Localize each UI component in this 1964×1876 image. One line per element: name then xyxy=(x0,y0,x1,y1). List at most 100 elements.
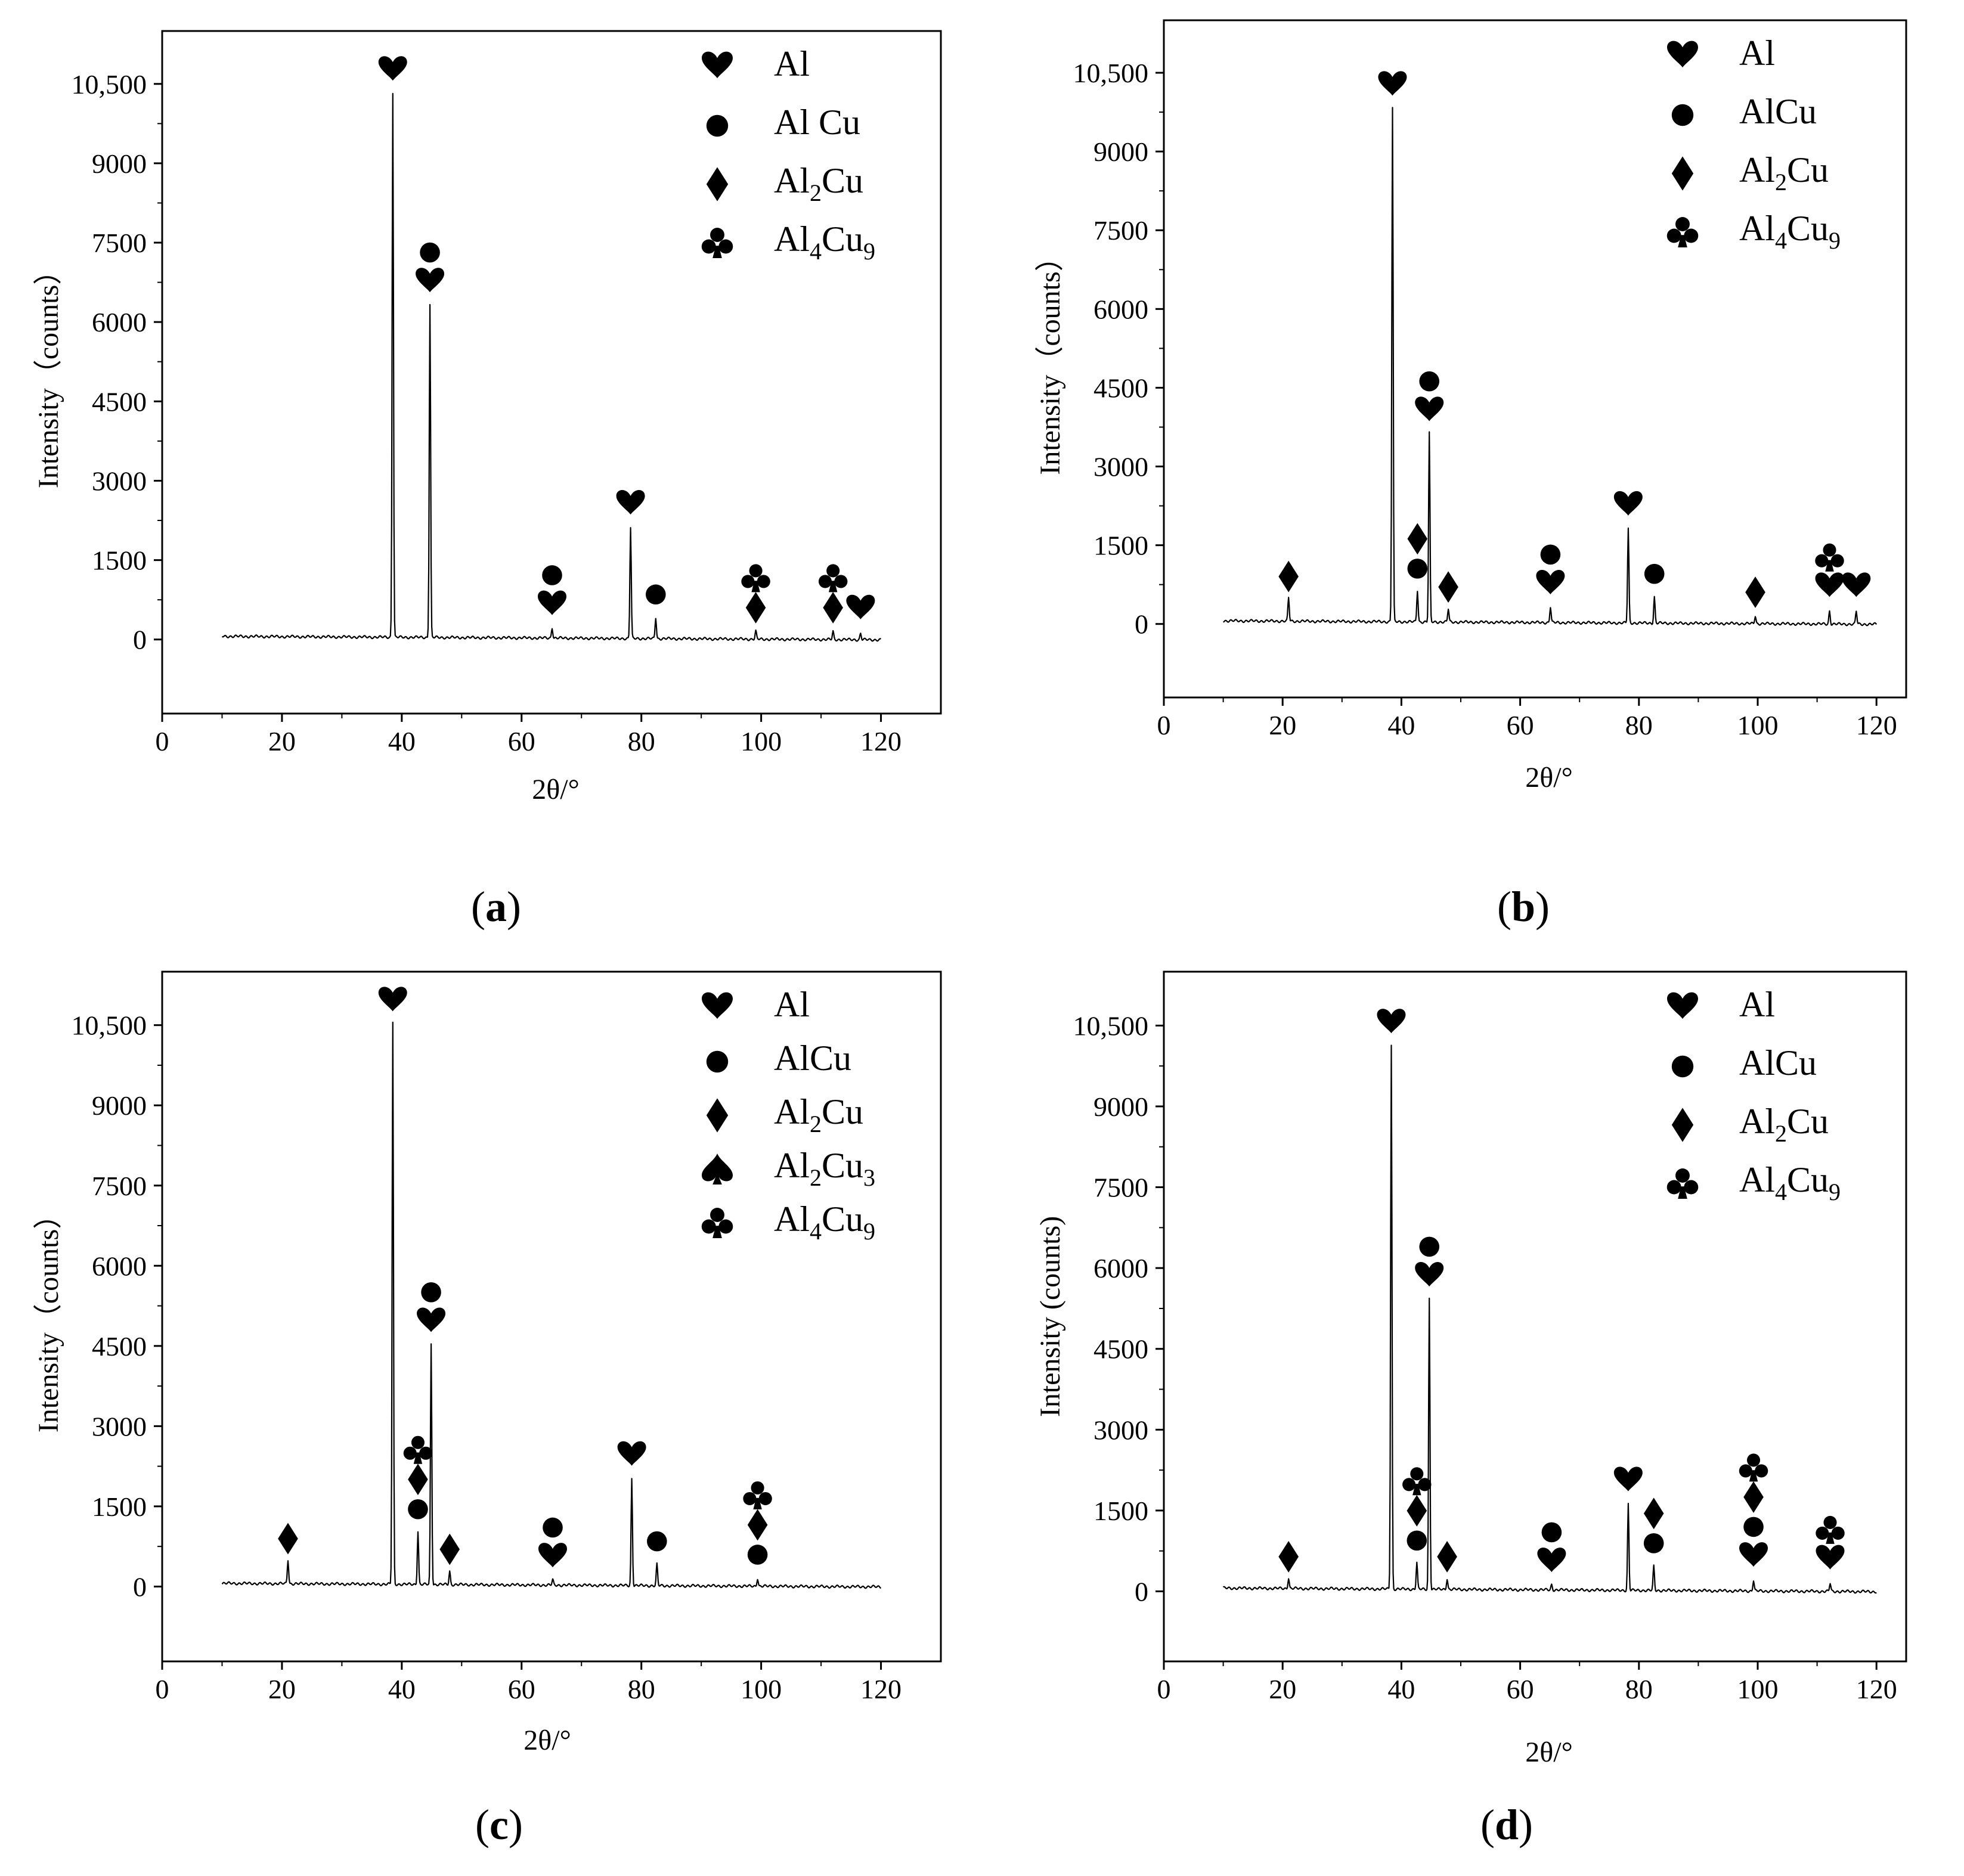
x-tick-label: 100 xyxy=(741,1674,782,1704)
x-tick-label: 60 xyxy=(1507,710,1534,740)
club-icon xyxy=(1816,1515,1845,1544)
diamond-icon xyxy=(1671,1108,1694,1142)
peak-marker-group xyxy=(743,1481,772,1565)
diamond-icon xyxy=(1745,576,1765,608)
x-axis-label: 2θ/° xyxy=(1525,762,1573,793)
y-tick-label: 4500 xyxy=(1093,1334,1148,1365)
y-tick-label: 10,500 xyxy=(72,1010,147,1041)
peak-marker-group xyxy=(1537,1522,1566,1573)
y-tick-label: 7500 xyxy=(1093,215,1148,246)
plot-frame xyxy=(1163,970,1907,1663)
legend-label: Al4Cu9 xyxy=(1739,209,1841,254)
x-axis-label: 2θ/° xyxy=(532,774,580,805)
y-tick-label: 0 xyxy=(1135,609,1148,640)
peak-marker-group xyxy=(1536,544,1565,595)
peak-marker-group xyxy=(1378,71,1407,96)
y-axis-label: Intensity（counts） xyxy=(1034,243,1066,475)
club-icon xyxy=(818,564,848,593)
legend-label: Al xyxy=(774,44,810,83)
peak-marker-group xyxy=(846,594,875,619)
heart-icon xyxy=(1377,1009,1406,1034)
legend-label: Al2Cu xyxy=(774,161,863,206)
heart-icon xyxy=(702,992,733,1019)
dot-icon xyxy=(706,1050,729,1073)
y-tick-label: 6000 xyxy=(92,307,147,337)
dot-icon xyxy=(421,1282,441,1303)
y-axis-label: Intensity (counts) xyxy=(1034,1216,1066,1417)
legend-label: Al2Cu xyxy=(1739,150,1829,196)
club-icon xyxy=(741,564,770,593)
club-icon xyxy=(1666,1168,1699,1199)
diamond-icon xyxy=(1437,1541,1457,1573)
diamond-icon xyxy=(1407,1494,1427,1527)
dot-icon xyxy=(408,1499,428,1520)
dot-icon xyxy=(1540,544,1561,565)
peak-marker-group xyxy=(1815,543,1844,597)
y-tick-label: 6000 xyxy=(1093,294,1148,324)
y-tick-label: 10,500 xyxy=(1073,58,1149,88)
xrd-pattern-line xyxy=(1223,107,1878,627)
peak-marker-group xyxy=(1415,371,1444,421)
legend-label: Al Cu xyxy=(774,103,860,142)
heart-icon xyxy=(1816,1545,1845,1570)
peak-marker-group xyxy=(1745,576,1765,608)
y-tick-label: 3000 xyxy=(1093,452,1148,482)
x-axis-label: 2θ/° xyxy=(1525,1737,1573,1768)
x-tick-label: 0 xyxy=(156,1674,169,1704)
x-tick-label: 40 xyxy=(388,1674,416,1704)
legend-label: Al xyxy=(1739,33,1775,73)
dot-icon xyxy=(1671,1055,1694,1078)
peak-marker-group xyxy=(647,1531,667,1552)
dot-icon xyxy=(543,1517,563,1538)
diamond-icon xyxy=(1671,156,1694,191)
panel-c: 0 20 40 60 80 100 120 0 1500 3000 4500 6000 7500 9000… xyxy=(33,970,942,1849)
y-tick-label: 1500 xyxy=(92,1492,147,1522)
peak-marker-group xyxy=(538,565,567,615)
x-tick-label: 80 xyxy=(1625,710,1653,740)
x-tick-label: 120 xyxy=(1856,710,1897,740)
diamond-icon xyxy=(1438,571,1458,603)
legend: Al AlCu Al2Cu Al4Cu9 xyxy=(1666,33,1841,254)
peak-marker-group xyxy=(1644,563,1665,584)
heart-icon xyxy=(1613,491,1643,516)
x-tick-label: 60 xyxy=(508,726,535,756)
x-tick-label: 40 xyxy=(388,726,416,756)
x-tick-label: 120 xyxy=(1856,1674,1897,1704)
diamond-icon xyxy=(1407,523,1428,555)
diamond-icon xyxy=(1278,560,1299,593)
peak-marker-group xyxy=(278,1522,298,1555)
x-axis-label: 2θ/° xyxy=(523,1725,571,1756)
legend-label: Al4Cu9 xyxy=(1739,1160,1841,1205)
y-tick-label: 7500 xyxy=(92,228,147,258)
y-tick-label: 0 xyxy=(1135,1576,1148,1607)
club-icon xyxy=(701,1208,733,1238)
y-tick-label: 7500 xyxy=(1093,1173,1148,1203)
plot-frame xyxy=(161,970,942,1663)
dot-icon xyxy=(1671,104,1694,126)
legend-label: AlCu xyxy=(1739,1043,1817,1083)
club-icon xyxy=(1666,217,1699,247)
heart-icon xyxy=(538,1543,568,1568)
peak-marker-group xyxy=(1643,1497,1664,1553)
peak-marker-group xyxy=(616,490,645,515)
peak-marker-group xyxy=(1438,571,1458,603)
x-tick-label: 100 xyxy=(1737,710,1779,740)
legend-label: Al2Cu xyxy=(774,1092,863,1137)
panel-d: 0 20 40 60 80 100 120 0 1500 3000 4500 6000 7500 9000… xyxy=(1034,970,1907,1849)
legend-label: Al xyxy=(774,985,810,1024)
y-tick-label: 1500 xyxy=(92,545,147,576)
diamond-icon xyxy=(1643,1497,1664,1530)
panel-caption: (d) xyxy=(1480,1801,1533,1849)
peak-marker-group xyxy=(417,1282,446,1332)
legend-label: Al2Cu xyxy=(1739,1102,1829,1147)
x-tick-label: 80 xyxy=(1625,1674,1653,1704)
diamond-icon xyxy=(408,1463,428,1496)
legend-label: Al xyxy=(1739,985,1775,1024)
panel-caption: (c) xyxy=(475,1801,523,1849)
peak-marker-group xyxy=(403,1435,433,1520)
heart-icon xyxy=(846,594,875,619)
heart-icon xyxy=(1378,71,1407,96)
heart-icon xyxy=(1667,41,1698,68)
peak-marker-group xyxy=(378,56,407,81)
peak-marker-group xyxy=(1437,1541,1457,1573)
